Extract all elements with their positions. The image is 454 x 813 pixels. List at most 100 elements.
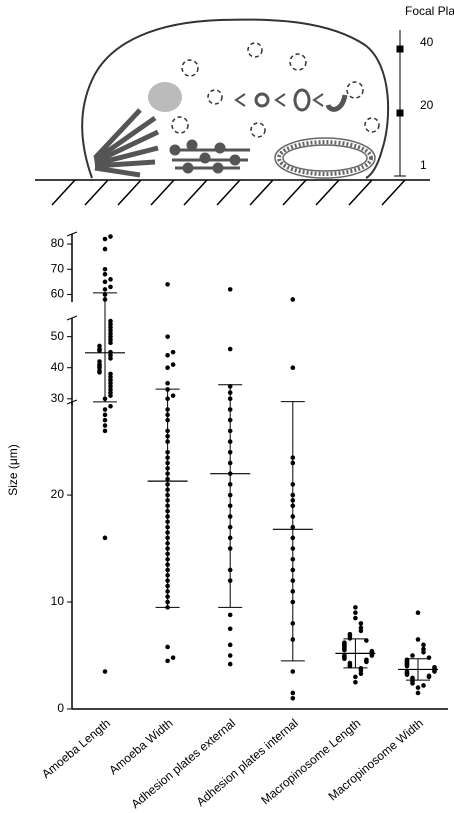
macropinosome-sequence	[234, 88, 348, 112]
focal-plane-label: 40	[420, 35, 434, 49]
focal-axis	[394, 30, 406, 177]
data-point	[290, 690, 296, 696]
data-point	[415, 685, 421, 690]
data-point	[165, 334, 170, 339]
data-point	[290, 696, 296, 701]
data-point	[404, 657, 410, 663]
y-tick-label: 10	[51, 594, 65, 608]
data-point	[347, 660, 353, 666]
data-point	[358, 625, 364, 631]
x-tick-label: Amoeba Width	[106, 716, 175, 777]
data-point	[426, 673, 432, 679]
adhesion-fan	[93, 108, 160, 178]
data-point	[353, 605, 358, 610]
cell-outline	[81, 18, 390, 179]
data-point	[369, 648, 375, 654]
vesicles	[171, 42, 380, 138]
data-point	[170, 349, 176, 355]
data-point	[227, 626, 233, 632]
data-point	[342, 640, 347, 645]
macropinosome-coil	[274, 137, 376, 179]
focal-plane-label: 20	[420, 98, 434, 112]
data-point	[358, 671, 364, 677]
y-tick-label: 80	[51, 236, 65, 250]
data-point	[102, 246, 108, 252]
data-point	[102, 287, 108, 292]
data-point	[102, 428, 108, 434]
data-point	[102, 417, 108, 423]
data-point	[415, 690, 421, 696]
data-point	[165, 365, 170, 371]
data-point	[102, 535, 108, 541]
data-point	[108, 234, 113, 239]
data-point	[410, 653, 415, 658]
y-axis-label: Size (μm)	[6, 444, 20, 496]
data-point	[165, 380, 170, 386]
y-tick-label: 40	[51, 360, 65, 374]
y-tick-label: 0	[57, 701, 64, 715]
data-point	[227, 642, 233, 648]
x-tick-label: Adhesion plates internal	[194, 716, 301, 809]
focal-plane-label: 1	[420, 158, 427, 172]
data-point	[358, 628, 364, 634]
data-point	[165, 644, 170, 650]
x-tick-label: Amoeba Length	[39, 716, 113, 781]
data-point	[347, 631, 353, 637]
error-bar	[93, 292, 117, 403]
data-point	[353, 610, 358, 616]
data-point	[353, 615, 358, 621]
data-point	[97, 343, 102, 349]
error-bar	[218, 384, 243, 608]
data-point	[342, 653, 347, 658]
data-point	[426, 655, 432, 660]
data-point	[227, 653, 233, 658]
nucleus	[148, 82, 182, 112]
error-bar	[280, 401, 305, 662]
data-point	[364, 657, 369, 663]
data-point	[410, 675, 415, 681]
data-point	[415, 610, 421, 616]
data-point	[108, 371, 113, 377]
data-point	[102, 236, 108, 242]
data-point	[170, 362, 176, 367]
ground	[35, 179, 430, 206]
data-point	[227, 346, 233, 352]
y-tick-label: 50	[51, 329, 65, 343]
data-point	[108, 318, 113, 324]
data-point	[102, 669, 108, 674]
data-point	[415, 637, 421, 642]
data-point	[170, 393, 176, 398]
data-point	[102, 271, 108, 277]
y-tick-label: 30	[51, 391, 65, 405]
cell-diagram	[35, 18, 430, 206]
axis-break	[66, 315, 78, 321]
data-point	[353, 674, 358, 680]
data-point	[108, 277, 113, 282]
data-point	[108, 349, 113, 355]
data-point	[165, 352, 170, 358]
data-point	[170, 655, 176, 660]
data-point	[358, 621, 364, 626]
data-point	[404, 669, 410, 674]
data-point	[102, 407, 108, 412]
data-point	[165, 658, 170, 664]
data-point	[97, 359, 102, 364]
data-point	[421, 646, 426, 652]
data-point	[421, 650, 426, 655]
data-point	[227, 287, 233, 292]
data-point	[102, 423, 108, 428]
data-point	[102, 412, 108, 418]
data-point	[358, 666, 364, 671]
error-bar	[155, 388, 180, 608]
data-point	[227, 661, 233, 667]
y-tick-label: 60	[51, 287, 65, 301]
data-point	[353, 679, 358, 685]
data-point	[108, 284, 113, 290]
data-point	[421, 683, 426, 688]
data-point	[290, 365, 296, 371]
data-point	[102, 266, 108, 272]
data-point	[227, 612, 233, 618]
data-point	[432, 664, 437, 670]
x-tick-label: Adhesion plates external	[128, 716, 238, 811]
